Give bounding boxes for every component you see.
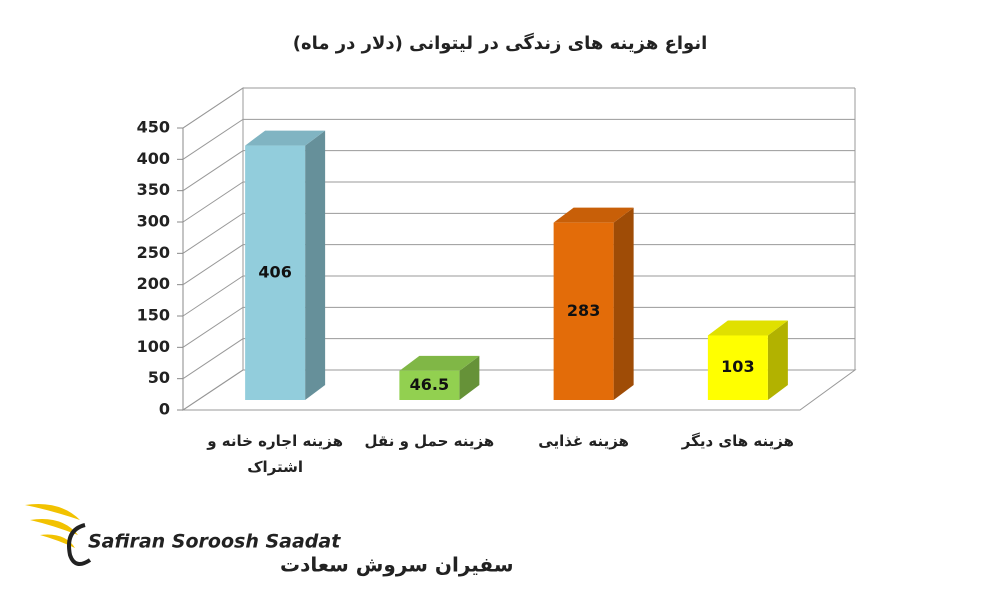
bar xyxy=(707,320,788,400)
y-tick-label: 350 xyxy=(137,180,170,199)
y-tick-label: 100 xyxy=(137,337,170,356)
bar-side xyxy=(767,320,788,400)
bar-front xyxy=(553,222,614,400)
chart-title: انواع هزینه های زندگی در لیتوانی (دلار د… xyxy=(293,32,708,54)
grid-line xyxy=(182,118,855,160)
bar-top xyxy=(707,320,788,336)
grid-line xyxy=(182,181,855,223)
value-label: 103 xyxy=(721,357,754,376)
y-tick-label: 200 xyxy=(137,274,170,293)
logo-swoosh xyxy=(67,523,92,566)
logo-wings xyxy=(25,504,80,548)
x-tick-label: هزینه اجاره خانه و اشتراک xyxy=(207,432,344,476)
grid-line xyxy=(182,338,855,380)
bar-side xyxy=(305,130,326,400)
grid-line xyxy=(182,369,855,411)
y-tick-label: 0 xyxy=(159,400,170,419)
bar-front xyxy=(707,335,768,400)
value-label: 283 xyxy=(567,301,600,320)
value-label: 406 xyxy=(258,262,291,281)
y-tick-label: 300 xyxy=(137,212,170,231)
bar-front xyxy=(245,145,306,400)
y-tick-label: 150 xyxy=(137,306,170,325)
bar xyxy=(245,130,326,400)
side-wall xyxy=(182,87,244,411)
logo-latin: Safiran Soroosh Saadat xyxy=(88,531,341,553)
y-tick-label: 450 xyxy=(137,118,170,137)
grid-line xyxy=(182,244,855,286)
y-tick-label: 50 xyxy=(148,368,170,387)
y-tick-label: 400 xyxy=(137,149,170,168)
bar xyxy=(553,207,634,400)
x-tick-label: هزینه های دیگر xyxy=(681,432,794,450)
x-tick-label: هزینه حمل و نقل xyxy=(364,432,495,450)
value-label: 46.5 xyxy=(410,375,449,394)
grid-line xyxy=(182,212,855,254)
grid-line xyxy=(182,306,855,348)
logo-persian: سفیران سروش سعادت xyxy=(280,553,514,577)
y-tick-label: 250 xyxy=(137,243,170,262)
x-tick-label: هزینه غذایی xyxy=(538,432,629,450)
bar-top xyxy=(553,207,634,223)
grid-line xyxy=(182,275,855,317)
bar-side xyxy=(613,207,634,400)
grid-line xyxy=(182,87,855,129)
bar xyxy=(399,355,480,400)
logo: Safiran Soroosh Saadat سفیران سروش سعادت xyxy=(25,504,514,577)
bar-top xyxy=(245,130,326,146)
bar-front xyxy=(399,370,460,400)
bar-side xyxy=(459,355,480,400)
grid-line xyxy=(182,150,855,192)
bar-top xyxy=(399,355,480,371)
